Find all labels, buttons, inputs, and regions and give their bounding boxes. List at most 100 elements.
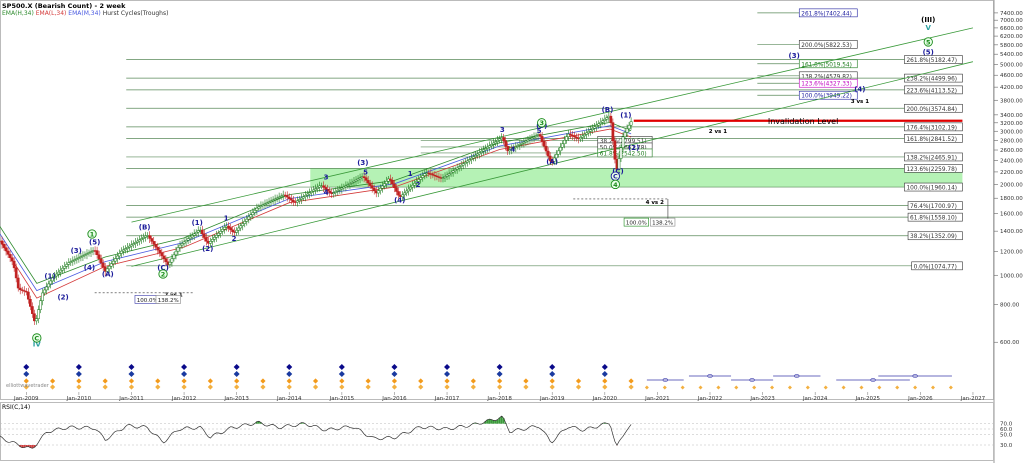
- price-bar-body: [403, 192, 406, 196]
- wave-label: 3: [500, 126, 505, 134]
- wave-label: (A): [102, 271, 114, 279]
- hurst-marker: [497, 384, 503, 390]
- price-bar-body: [2, 244, 6, 248]
- price-bar-body: [196, 230, 200, 233]
- price-bar-body: [597, 123, 601, 126]
- price-bar-body: [12, 260, 16, 269]
- wave-label: (B): [139, 223, 151, 231]
- price-bar-body: [431, 174, 435, 176]
- measure-box: [155, 295, 181, 304]
- hurst-projection-marker: [859, 385, 864, 390]
- price-bar-body: [370, 185, 374, 189]
- price-bar-body: [419, 177, 423, 180]
- price-bar-body: [101, 262, 105, 268]
- price-bar-body: [83, 254, 87, 256]
- hurst-projection-marker: [841, 385, 846, 390]
- y-tick-label: 600.00: [1000, 340, 1020, 346]
- price-bar-body: [184, 239, 188, 243]
- hurst-projection-marker: [716, 385, 721, 390]
- wave-label: 4 vs 2: [646, 200, 665, 206]
- price-bar-body: [156, 246, 160, 251]
- hurst-marker: [602, 378, 608, 384]
- price-bar-body: [122, 249, 125, 252]
- ema-low-label: EMA(L,34): [35, 10, 67, 17]
- price-bar-body: [176, 247, 180, 252]
- price-bar-body: [22, 290, 26, 292]
- wave-label: (3): [789, 52, 800, 60]
- x-tick-label: Jan-2023: [749, 396, 775, 402]
- price-bar-body: [49, 280, 52, 285]
- ema-high-line: [0, 121, 632, 284]
- price-bar-body: [338, 188, 342, 191]
- price-bar-body: [275, 197, 279, 200]
- hurst-marker: [102, 384, 108, 390]
- price-bar-body: [4, 247, 8, 252]
- hurst-projection-center: [662, 378, 668, 382]
- hurst-marker: [76, 378, 82, 384]
- price-bar-body: [37, 309, 40, 319]
- fib-label: 261.8%(7402.44): [801, 11, 852, 17]
- price-bar-body: [231, 229, 234, 232]
- price-bar-body: [124, 248, 127, 251]
- price-bar-body: [47, 283, 50, 288]
- wave-label: 2 vs 1: [709, 129, 728, 135]
- x-tick-label: Jan-2014: [276, 396, 302, 402]
- wave-label: 3 vs 1: [851, 99, 870, 105]
- wave-label: (1): [192, 219, 203, 227]
- wave-label: (C): [157, 264, 169, 272]
- measure-box-label: 138.2%: [158, 298, 179, 304]
- price-bar-body: [160, 252, 164, 257]
- hurst-projection-marker: [770, 385, 775, 390]
- hurst-marker: [49, 384, 56, 390]
- hurst-marker: [497, 378, 503, 384]
- fib-label-box: [907, 212, 963, 222]
- wave-label: 3: [324, 173, 329, 181]
- price-bar-body: [490, 144, 493, 146]
- wave-label: 5: [537, 127, 542, 135]
- price-bar-body: [623, 132, 627, 138]
- ema-low-line: [0, 128, 632, 299]
- x-tick-label: Jan-2018: [486, 396, 512, 402]
- price-bar-body: [522, 141, 526, 144]
- price-bar-body: [354, 179, 358, 182]
- price-bar-body: [69, 261, 73, 263]
- price-bar-body: [613, 140, 617, 160]
- price-bar-body: [356, 178, 360, 181]
- fib-label: 138.2%(2465.91): [906, 155, 957, 161]
- price-bar-body: [316, 186, 319, 189]
- hurst-projection-marker: [644, 385, 649, 390]
- price-bar-body: [599, 121, 603, 124]
- fib-label: 100.0%(1960.14): [906, 186, 957, 192]
- hurst-projection-center: [707, 374, 713, 378]
- price-bar-body: [178, 244, 182, 248]
- wave-label: (2): [202, 245, 213, 253]
- price-bar-body: [277, 196, 281, 199]
- price-bar-body: [239, 225, 243, 229]
- price-bar-body: [569, 133, 572, 136]
- hurst-marker: [391, 364, 398, 370]
- hurst-marker: [365, 384, 371, 390]
- price-bar-body: [51, 277, 54, 282]
- price-bar-body: [314, 188, 317, 191]
- hurst-marker: [23, 371, 30, 377]
- price-bar-body: [190, 235, 194, 238]
- price-bar-body: [413, 183, 417, 186]
- measure-box-label: 100.0%: [626, 221, 647, 227]
- wave-label: IV: [33, 341, 42, 349]
- price-bar-body: [200, 229, 204, 235]
- hurst-marker: [391, 378, 398, 384]
- price-bar-body: [115, 255, 119, 259]
- x-tick-label: Jan-2026: [907, 396, 933, 402]
- price-bar-body: [63, 266, 67, 269]
- price-bar-body: [85, 253, 89, 255]
- price-bar-body: [213, 237, 216, 240]
- price-bar-body: [251, 212, 255, 216]
- price-bar-body: [182, 241, 186, 244]
- price-bar-body: [158, 249, 162, 254]
- price-bar-body: [571, 134, 574, 137]
- price-bar-body: [380, 185, 384, 189]
- price-bar-body: [548, 155, 552, 162]
- hurst-marker: [549, 378, 555, 384]
- hurst-marker: [75, 371, 82, 377]
